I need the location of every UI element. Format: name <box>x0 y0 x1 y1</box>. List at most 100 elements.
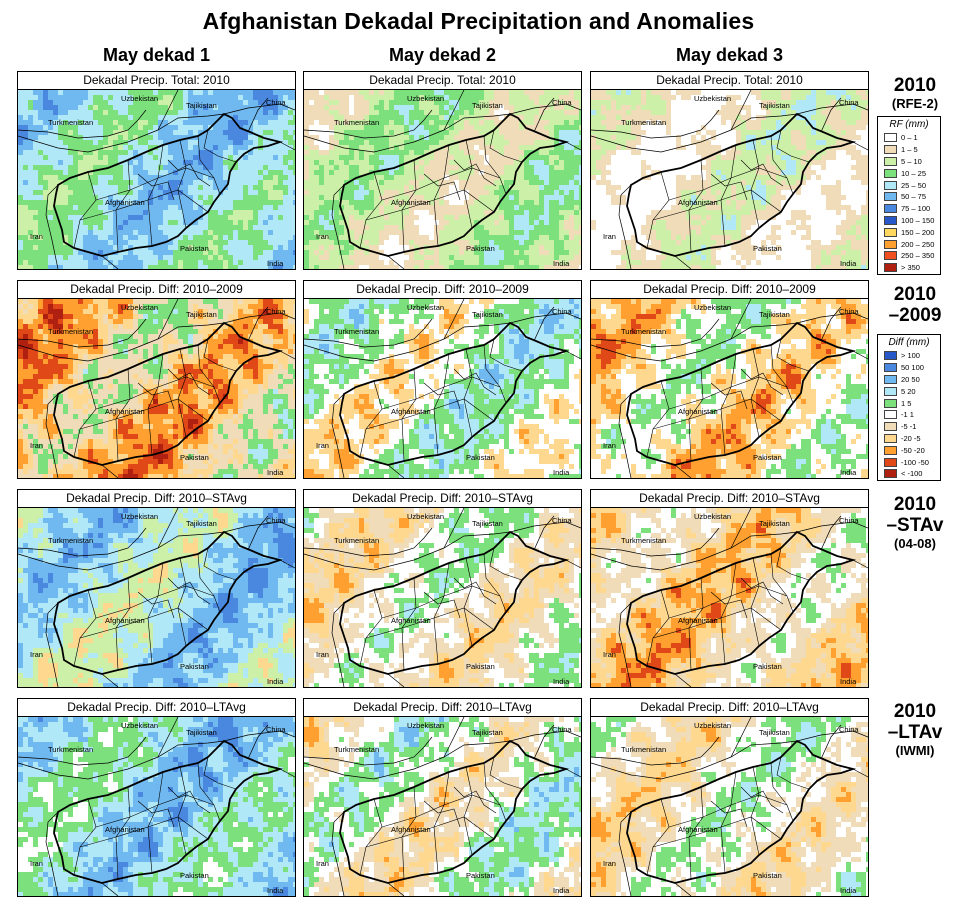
province-border <box>79 398 209 430</box>
country-label-pakistan: Pakistan <box>753 453 782 462</box>
province-border <box>401 368 417 462</box>
country-label-tajikistan: Tajikistan <box>472 310 503 319</box>
country-border <box>331 393 345 478</box>
legend-item: 0 – 1 <box>878 132 940 144</box>
province-border <box>197 135 221 195</box>
country-label-iran: Iran <box>316 232 329 241</box>
country-label-iran: Iran <box>30 650 43 659</box>
panel-title: Dekadal Precip. Diff: 2010–STAvg <box>304 490 581 508</box>
province-border <box>483 762 507 822</box>
province-border <box>95 167 215 201</box>
province-border <box>381 585 501 619</box>
province-border <box>688 159 704 253</box>
column-heading-dekad-3: May dekad 3 <box>590 45 869 66</box>
province-border <box>776 129 810 163</box>
row-heading-compare: –2009 <box>875 305 955 326</box>
province-border <box>137 591 175 619</box>
country-label-pakistan: Pakistan <box>753 244 782 253</box>
country-label-iran: Iran <box>316 859 329 868</box>
country-label-turkmenistan: Turkmenistan <box>334 327 379 336</box>
province-border <box>79 607 209 639</box>
country-border <box>443 299 465 340</box>
province-border <box>652 398 782 430</box>
province-border <box>770 135 794 195</box>
legend-swatch <box>884 215 897 225</box>
country-border <box>618 811 632 896</box>
country-border <box>387 673 405 687</box>
row-heading-year: 2010 <box>875 494 955 515</box>
province-border <box>652 816 782 848</box>
country-border <box>730 508 752 549</box>
afghanistan-outline <box>53 530 284 675</box>
province-border <box>167 786 211 814</box>
country-label-uzbekistan: Uzbekistan <box>121 512 158 521</box>
province-border <box>365 189 495 221</box>
province-border <box>489 756 523 790</box>
country-border <box>591 322 798 362</box>
country-label-turkmenistan: Turkmenistan <box>48 536 93 545</box>
province-border <box>115 786 131 880</box>
legend-swatch <box>884 410 897 420</box>
country-border <box>674 673 692 687</box>
afghanistan-outline <box>53 321 284 466</box>
country-border <box>820 306 842 342</box>
row-heading-year: 2010 <box>875 701 955 722</box>
precipitation-map <box>304 90 581 269</box>
country-border <box>247 97 269 133</box>
country-border <box>852 768 868 778</box>
country-label-turkmenistan: Turkmenistan <box>334 536 379 545</box>
province-border <box>203 129 237 163</box>
province-border <box>365 398 495 430</box>
province-border <box>483 553 507 613</box>
country-label-iran: Iran <box>30 441 43 450</box>
country-border <box>674 255 692 269</box>
legend-item: 100 – 150 <box>878 215 940 227</box>
legend-swatch <box>884 433 897 443</box>
panel-title: Dekadal Precip. Diff: 2010–LTAvg <box>591 699 868 717</box>
country-label-iran: Iran <box>603 441 616 450</box>
country-border <box>304 531 511 571</box>
country-label-afghanistan: Afghanistan <box>105 616 145 625</box>
province-border <box>483 344 507 404</box>
country-label-tajikistan: Tajikistan <box>759 310 790 319</box>
legend-swatch <box>884 239 897 249</box>
country-border <box>533 97 555 133</box>
map-panel: Dekadal Precip. Diff: 2010–STAvg Uzbekist… <box>17 489 296 688</box>
precipitation-map <box>18 508 295 687</box>
country-border <box>509 521 581 533</box>
province-border <box>381 167 501 201</box>
country-label-afghanistan: Afghanistan <box>105 825 145 834</box>
country-label-india: India <box>553 259 569 268</box>
country-label-tajikistan: Tajikistan <box>186 101 217 110</box>
difference-legend: Diff (mm) > 100 50 100 20 50 5 20 1 5 -1 1 -5 … <box>877 334 941 481</box>
legend-label: 250 – 350 <box>901 251 934 260</box>
country-label-uzbekistan: Uzbekistan <box>694 512 731 521</box>
province-border <box>147 771 164 874</box>
province-border <box>177 557 187 647</box>
province-border <box>359 380 383 458</box>
province-border <box>423 382 461 410</box>
country-label-china: China <box>552 307 572 316</box>
country-border <box>247 306 269 342</box>
province-border <box>365 816 495 848</box>
legend-swatch <box>884 386 897 396</box>
legend-label: 10 – 25 <box>901 169 926 178</box>
country-border <box>443 717 465 758</box>
province-border <box>453 368 497 396</box>
country-border <box>509 312 581 324</box>
map-panel: Dekadal Precip. Diff: 2010–LTAvg Uzbekist… <box>17 698 296 897</box>
precipitation-map <box>18 717 295 896</box>
country-label-uzbekistan: Uzbekistan <box>121 303 158 312</box>
country-border <box>304 109 433 139</box>
province-border <box>740 577 784 605</box>
afghanistan-outline <box>339 321 570 466</box>
province-border <box>137 800 175 828</box>
country-label-turkmenistan: Turkmenistan <box>334 118 379 127</box>
afghanistan-outline <box>626 739 857 884</box>
country-label-india: India <box>267 677 283 686</box>
country-label-uzbekistan: Uzbekistan <box>407 512 444 521</box>
country-border <box>591 113 798 153</box>
country-border <box>18 109 147 139</box>
province-border <box>423 800 461 828</box>
row-heading-note: (04-08) <box>875 536 955 552</box>
